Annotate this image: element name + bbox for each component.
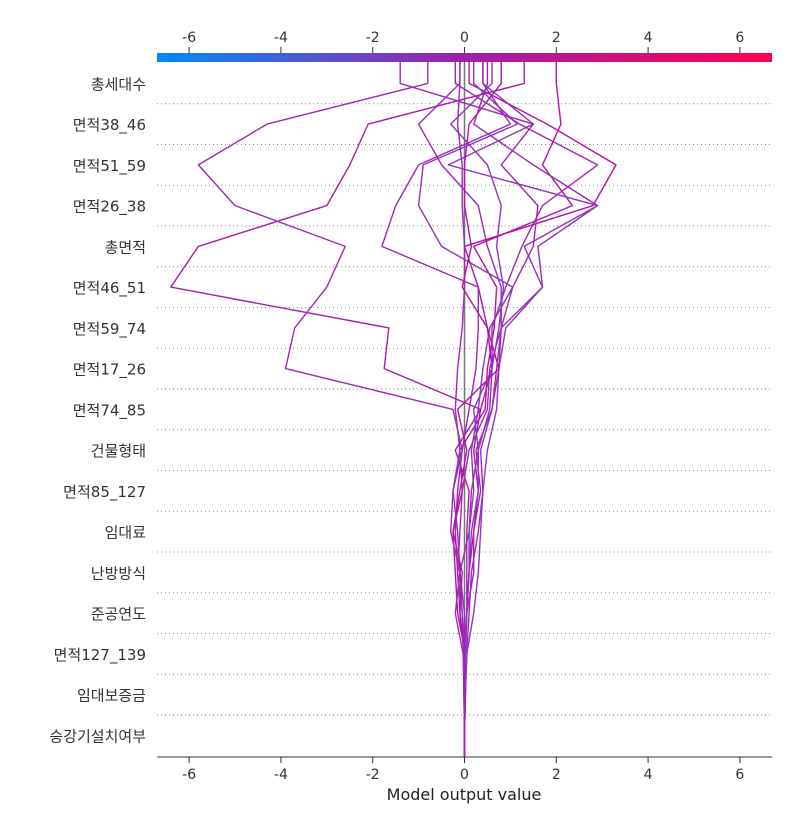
series-line-11 xyxy=(450,62,505,757)
feature-label: 총면적 xyxy=(105,238,146,256)
x-tick-label: 4 xyxy=(644,767,653,783)
feature-label: 건물형태 xyxy=(91,442,146,460)
top-tick-label: -2 xyxy=(366,30,380,46)
feature-label: 면적26_38 xyxy=(73,198,146,217)
grid xyxy=(157,103,772,716)
series-line-12 xyxy=(452,62,502,757)
series-line-8 xyxy=(462,62,617,757)
series-line-4 xyxy=(454,62,599,757)
series-line-0 xyxy=(452,62,574,757)
series-line-3 xyxy=(447,62,599,757)
series-line-5 xyxy=(170,62,525,757)
feature-label: 면적51_59 xyxy=(73,157,146,176)
feature-label: 임대보증금 xyxy=(77,687,146,705)
top-tick-label: 4 xyxy=(644,30,653,46)
top-tick-label: 2 xyxy=(552,30,561,46)
x-tick-label: 0 xyxy=(460,767,469,783)
feature-label: 준공연도 xyxy=(91,605,146,623)
series-line-10 xyxy=(381,62,512,757)
x-axis-title: Model output value xyxy=(387,785,542,804)
top-tick-label: 0 xyxy=(460,30,469,46)
x-tick-label: 2 xyxy=(552,767,561,783)
feature-label: 난방방식 xyxy=(91,564,146,582)
feature-label: 승강기설치여부 xyxy=(49,727,146,745)
series-lines xyxy=(170,62,617,757)
feature-label: 면적38_46 xyxy=(73,116,146,135)
top-tick-label: -4 xyxy=(274,30,288,46)
colorbar-gradient xyxy=(157,53,772,62)
x-axis: -6 -4 -2 0 2 4 6 xyxy=(157,756,772,783)
feature-label: 면적85_127 xyxy=(63,483,146,502)
top-tick-label: -6 xyxy=(182,30,196,46)
feature-label: 총세대수 xyxy=(91,75,146,93)
series-line-6 xyxy=(197,62,466,757)
feature-label: 면적59_74 xyxy=(73,320,146,339)
series-line-9 xyxy=(417,62,518,757)
x-tick-label: -6 xyxy=(182,767,196,783)
feature-label: 면적127_139 xyxy=(54,646,146,665)
top-tick-label: 6 xyxy=(735,30,744,46)
feature-label: 면적74_85 xyxy=(73,401,146,420)
feature-labels: 승강기설치여부 임대보증금 면적127_139 준공연도 난방방식 임대료 면적85_127… xyxy=(49,75,146,745)
series-line-7 xyxy=(417,62,502,757)
x-tick-label: -2 xyxy=(366,767,380,783)
x-tick-label: -4 xyxy=(274,767,288,783)
feature-label: 면적46_51 xyxy=(73,279,146,298)
colorbar: -6 -4 -2 0 2 4 6 xyxy=(157,30,772,62)
series-line-13 xyxy=(399,62,539,757)
x-tick-label: 6 xyxy=(735,767,744,783)
feature-label: 임대료 xyxy=(105,524,147,542)
feature-label: 면적17_26 xyxy=(73,361,146,380)
